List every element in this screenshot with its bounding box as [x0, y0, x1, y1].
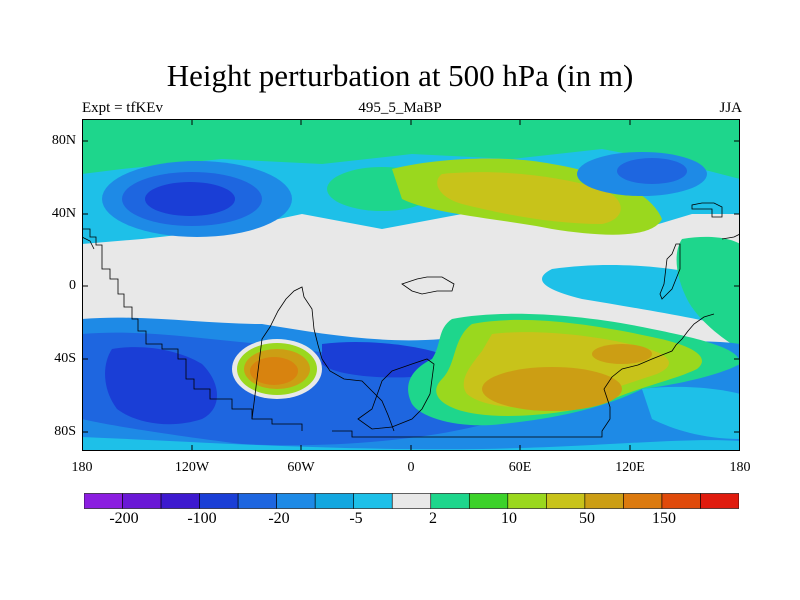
colorbar-cell: [276, 493, 316, 509]
lon-tick-label: 60E: [508, 460, 532, 475]
colorbar-label: -100: [187, 510, 217, 527]
contour-map: [82, 119, 740, 451]
lon-tick-label: 120W: [174, 460, 210, 475]
colorbar-cell: [353, 493, 393, 509]
colorbar-cell: [468, 493, 509, 509]
colorbar-cell: [122, 493, 162, 509]
colorbar-cell: [623, 493, 663, 509]
height-field: [82, 119, 740, 451]
lat-tick-label: 0: [69, 278, 76, 293]
colorbar-label: -20: [268, 510, 290, 527]
lon-tick-label: 180: [71, 460, 93, 475]
colorbar-label: 10: [501, 510, 517, 527]
coastline-outline: [82, 202, 740, 438]
colorbar-label: -200: [109, 510, 139, 527]
experiment-label: Expt = tfKEv: [82, 100, 163, 116]
colorbar-cell: [237, 493, 277, 509]
colorbar-cell: [314, 493, 355, 509]
lat-tick-label: 80S: [54, 424, 76, 439]
season-label: JJA: [719, 100, 742, 116]
colorbar-label: 2: [429, 510, 437, 527]
colorbar-cell: [507, 493, 547, 509]
colorbar-label: -5: [349, 510, 363, 527]
colorbar-cell: [700, 493, 739, 509]
lat-tick-label: 80N: [51, 133, 76, 148]
colorbar-cell: [160, 493, 200, 509]
lat-tick-label: 40S: [54, 351, 76, 366]
colorbar-label: 50: [579, 510, 595, 527]
lon-tick-label: 0: [407, 460, 415, 475]
colorbar-cell: [546, 493, 586, 509]
colorbar-cell: [391, 493, 432, 509]
colorbar-cell: [84, 493, 123, 509]
colorbar-cell: [430, 493, 470, 509]
colorbar-cell: [199, 493, 239, 509]
run-label: 495_5_MaBP: [358, 100, 442, 116]
map-title: Height perturbation at 500 hPa (in m): [166, 58, 634, 93]
colorbar-cell: [661, 493, 701, 509]
colorbar-cell: [584, 493, 624, 509]
lon-tick-label: 120E: [615, 460, 645, 475]
colorbar-label: 150: [652, 510, 676, 527]
lon-tick-label: 180: [729, 460, 751, 475]
lat-tick-label: 40N: [51, 206, 76, 221]
lon-tick-label: 60W: [287, 460, 315, 475]
colorbar: [84, 493, 739, 509]
axis-ticks: [82, 119, 740, 451]
